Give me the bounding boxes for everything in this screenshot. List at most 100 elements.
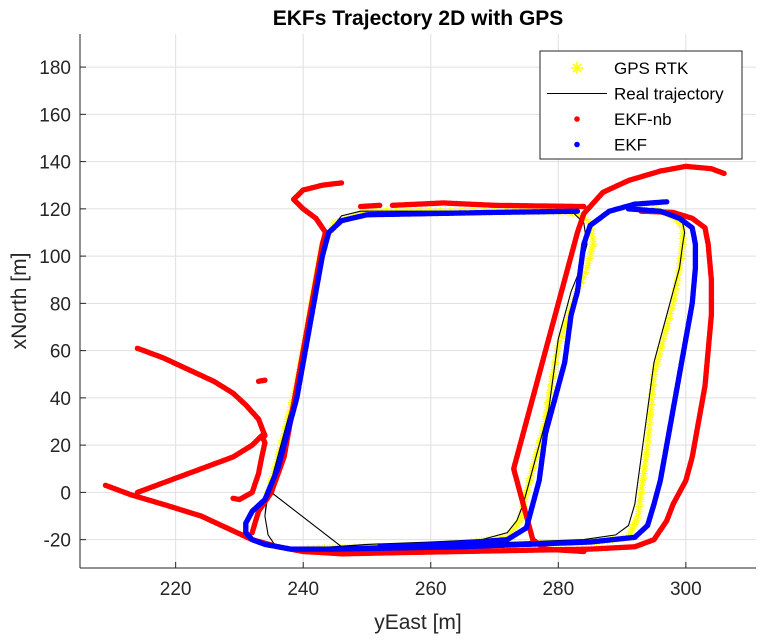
gps-marker xyxy=(666,309,675,318)
gps-marker xyxy=(512,520,521,529)
gps-marker xyxy=(585,254,594,263)
gps-marker xyxy=(644,431,653,439)
series-ekf xyxy=(262,208,581,503)
gps-marker xyxy=(645,425,653,434)
gps-marker xyxy=(667,304,676,313)
gps-marker xyxy=(637,483,646,492)
gps-marker xyxy=(652,360,661,369)
gps-marker xyxy=(635,497,644,506)
gps-marker xyxy=(672,279,681,288)
y-axis-label: xNorth [m] xyxy=(8,253,31,350)
gps-marker xyxy=(586,249,595,258)
gps-marker xyxy=(563,313,572,322)
legend-label: GPS RTK xyxy=(614,59,689,78)
gps-marker xyxy=(648,390,657,399)
gps-marker xyxy=(649,380,658,389)
gps-marker xyxy=(358,208,367,217)
legend-item-real-trajectory: Real trajectory xyxy=(547,85,724,104)
data-point xyxy=(134,489,141,496)
gps-marker xyxy=(644,436,652,445)
gps-marker xyxy=(518,507,527,516)
gps-marker xyxy=(670,289,679,298)
gps-marker xyxy=(670,294,678,303)
y-tick-label: -20 xyxy=(44,531,71,552)
gps-marker xyxy=(547,377,556,386)
x-axis-label: yEast [m] xyxy=(374,611,462,634)
gps-marker xyxy=(641,455,650,464)
data-point xyxy=(664,199,670,205)
data-point xyxy=(377,202,383,208)
gps-marker xyxy=(542,408,551,417)
gps-marker xyxy=(662,324,671,333)
legend-label: EKF-nb xyxy=(614,110,672,129)
x-tick-label: 220 xyxy=(160,579,192,600)
gps-marker xyxy=(559,327,568,336)
gps-marker xyxy=(663,319,672,328)
gps-marker xyxy=(648,385,657,394)
data-point xyxy=(338,180,345,186)
legend-item-ekf: EKF xyxy=(574,136,647,155)
gps-marker xyxy=(588,235,597,243)
gps-marker xyxy=(643,441,652,450)
y-axis-ticks: -20 0 20 40 60 80 100 120 140 160 180 xyxy=(39,58,86,552)
x-tick-label: 280 xyxy=(542,579,574,600)
gps-marker xyxy=(658,339,667,348)
gps-marker xyxy=(678,229,687,238)
gps-marker xyxy=(546,382,555,391)
y-tick-label: 180 xyxy=(39,58,71,79)
gps-marker xyxy=(646,405,655,414)
gps-marker xyxy=(579,273,588,282)
gps-marker xyxy=(640,464,649,473)
gps-marker xyxy=(544,393,553,402)
gps-marker xyxy=(642,445,651,454)
x-tick-label: 300 xyxy=(670,579,702,600)
gps-marker xyxy=(672,215,681,224)
legend-swatch xyxy=(574,141,580,148)
data-point xyxy=(581,203,587,210)
gps-marker xyxy=(671,284,680,293)
gps-marker xyxy=(669,299,678,308)
data-point xyxy=(574,208,581,214)
gps-marker xyxy=(656,344,665,353)
gps-marker xyxy=(639,469,648,478)
gps-marker xyxy=(589,240,598,249)
gps-marker xyxy=(635,502,644,511)
gps-marker xyxy=(636,493,645,502)
data-point xyxy=(262,377,268,383)
gps-marker xyxy=(645,415,654,424)
gps-marker xyxy=(560,323,569,331)
gps-marker xyxy=(588,245,597,253)
y-tick-label: 0 xyxy=(60,483,71,504)
gps-marker xyxy=(638,478,647,487)
gps-marker xyxy=(626,529,635,537)
legend-box xyxy=(539,50,743,160)
legend-swatch xyxy=(574,116,580,122)
legend-swatch xyxy=(571,62,583,74)
gps-marker xyxy=(659,334,668,343)
gps-marker xyxy=(678,223,687,232)
y-tick-label: 60 xyxy=(50,342,71,363)
gps-marker xyxy=(651,365,660,374)
y-tick-label: 40 xyxy=(50,389,71,410)
gps-marker xyxy=(517,512,526,520)
gps-marker xyxy=(649,375,658,384)
y-tick-label: 100 xyxy=(39,247,71,268)
gps-marker xyxy=(506,529,515,538)
axes-frame xyxy=(79,34,756,569)
gps-marker xyxy=(654,355,663,364)
gps-marker xyxy=(675,219,684,228)
gps-marker xyxy=(544,398,553,407)
x-tick-label: 240 xyxy=(287,579,319,600)
data-point xyxy=(721,170,727,177)
series-ekf-nb-segment-7 xyxy=(389,200,587,210)
gps-marker xyxy=(647,400,656,409)
gps-marker xyxy=(542,412,551,421)
gps-marker xyxy=(628,524,637,533)
chart-title: EKFs Trajectory 2D with GPS xyxy=(273,7,564,30)
gps-marker xyxy=(642,450,651,459)
y-tick-label: 120 xyxy=(39,200,71,221)
gps-marker xyxy=(647,395,656,404)
series-ekf-nb-segment-4 xyxy=(255,377,268,384)
gps-marker xyxy=(581,268,590,277)
